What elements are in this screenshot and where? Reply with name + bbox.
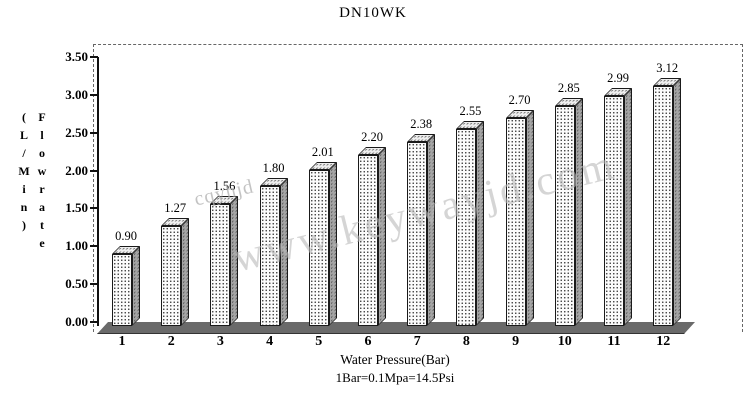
bar-value-label: 0.90	[115, 228, 137, 243]
bar-value-label: 2.38	[410, 116, 433, 131]
x-tick-label: 11	[607, 334, 621, 349]
y-axis-label: (L/Min) Flowrate	[16, 110, 49, 254]
bar-front-face	[653, 85, 674, 326]
y-tick-label: 1.00	[65, 238, 88, 254]
bar-front-face	[112, 253, 132, 326]
x-tick-label: 12	[656, 334, 671, 349]
x-axis-title: Water Pressure(Bar)	[340, 352, 450, 367]
bar-front-face	[604, 95, 624, 326]
y-axis-label-text: Flowrate	[35, 110, 49, 254]
bar-value-label: 2.99	[607, 70, 629, 85]
bar	[161, 217, 190, 326]
y-tick-mark	[90, 245, 98, 248]
x-tick-label: 2	[167, 334, 175, 349]
x-tick-label: 7	[413, 334, 421, 349]
chart-floor	[97, 322, 695, 334]
bar-value-label: 2.20	[361, 130, 383, 145]
chart-title: DN10WK	[339, 5, 407, 21]
bar	[554, 98, 583, 326]
bar-side-face	[230, 195, 239, 326]
x-tick-label: 4	[266, 334, 274, 349]
bar	[604, 87, 632, 326]
bar-side-face	[476, 120, 485, 326]
y-tick-label: 1.50	[65, 200, 88, 216]
bar-side-face	[673, 77, 682, 326]
bar	[505, 109, 534, 326]
bar-value-label: 2.70	[508, 92, 531, 107]
bar	[112, 245, 140, 326]
bar-front-face	[456, 128, 477, 326]
x-tick-label: 6	[364, 334, 372, 349]
x-tick-label: 9	[512, 334, 520, 349]
bar-front-face	[407, 141, 428, 326]
bar-value-label: 3.12	[656, 60, 679, 75]
bar-front-face	[505, 117, 526, 326]
y-tick-mark	[90, 131, 98, 134]
bar	[259, 177, 288, 326]
y-axis-label-units: (L/Min)	[17, 110, 31, 236]
x-tick-label: 1	[118, 334, 126, 349]
bar-side-face	[574, 98, 583, 326]
x-axis-note: 1Bar=0.1Mpa=14.5Psi	[335, 370, 455, 385]
bar-value-label: 1.27	[164, 200, 187, 215]
bar-side-face	[132, 245, 140, 326]
bar-front-face	[259, 185, 280, 326]
bar-front-face	[358, 155, 378, 326]
bar-side-face	[181, 217, 190, 326]
y-tick-label: 2.00	[65, 162, 88, 178]
y-tick-mark	[90, 207, 98, 210]
y-tick-label: 0.50	[65, 276, 88, 292]
bar-side-face	[624, 87, 632, 326]
bar	[407, 133, 436, 326]
bar-value-label: 2.55	[459, 103, 482, 118]
bar-front-face	[554, 106, 575, 326]
x-tick-label: 10	[557, 334, 572, 349]
bar	[456, 120, 485, 326]
x-tick-label: 8	[462, 334, 470, 349]
y-axis-line	[97, 57, 99, 326]
y-tick-label: 3.50	[65, 49, 88, 64]
bar	[308, 161, 337, 326]
y-tick-mark	[90, 169, 98, 172]
bar-side-face	[525, 109, 534, 326]
bar-front-face	[210, 203, 231, 326]
y-tick-label: 0.00	[65, 314, 88, 329]
bar-side-face	[328, 161, 337, 326]
x-tick-label: 5	[315, 334, 323, 349]
y-tick-label: 2.50	[65, 124, 88, 140]
plot-frame	[93, 44, 743, 332]
bar-value-label: 1.56	[213, 178, 236, 193]
y-tick-label: 3.00	[65, 86, 88, 102]
bar-value-label: 2.85	[557, 81, 580, 96]
y-tick-mark	[90, 283, 98, 286]
bar-front-face	[161, 225, 182, 326]
y-tick-mark	[90, 93, 98, 96]
bar-side-face	[279, 177, 288, 326]
bar-side-face	[378, 147, 386, 326]
bar-front-face	[308, 169, 329, 326]
y-tick-mark	[90, 56, 98, 58]
bar	[358, 147, 386, 326]
y-tick-mark	[90, 321, 98, 323]
bar	[210, 195, 239, 326]
bar-value-label: 1.80	[262, 160, 285, 175]
bar	[653, 77, 682, 326]
bar-value-label: 2.01	[311, 144, 334, 159]
x-tick-label: 3	[216, 334, 224, 349]
bar-side-face	[427, 133, 436, 326]
